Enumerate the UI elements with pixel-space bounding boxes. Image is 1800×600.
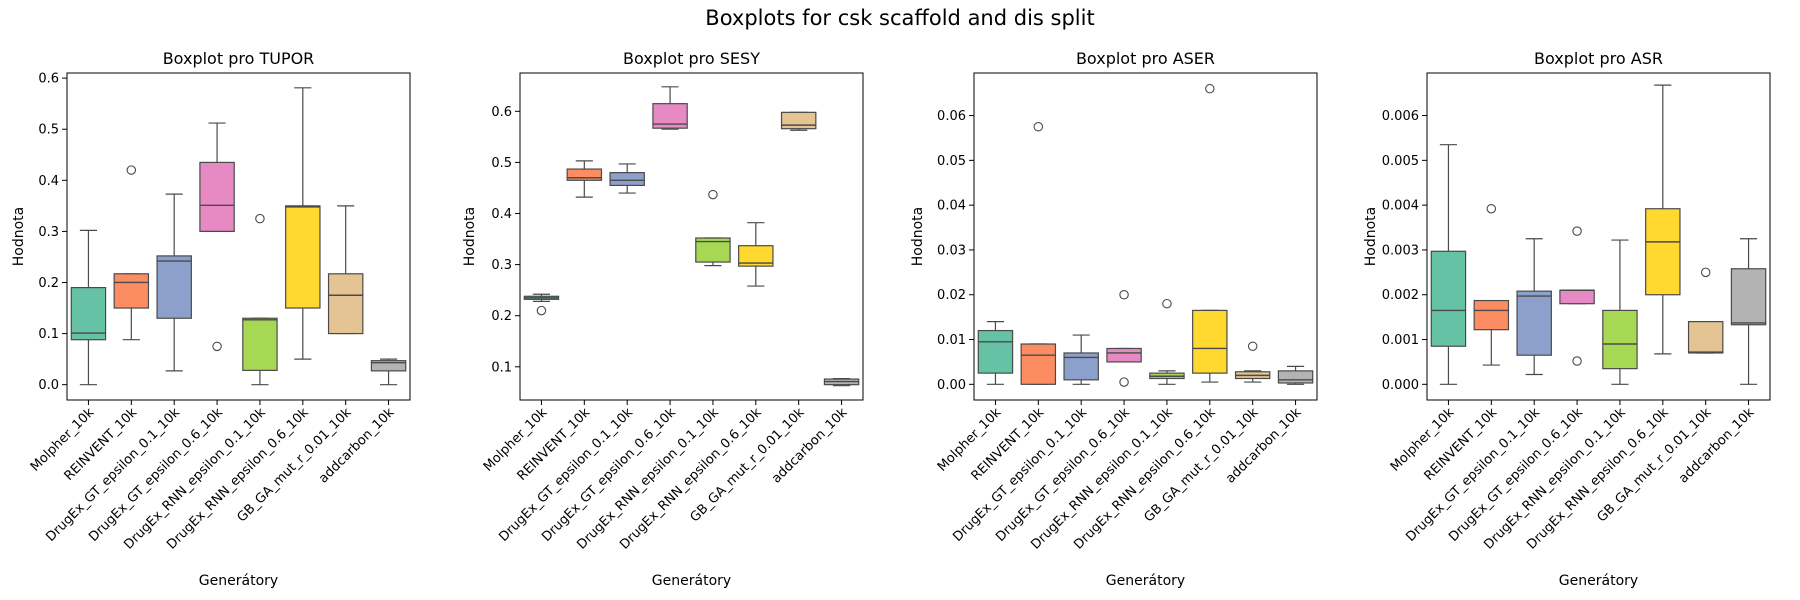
outlier-point xyxy=(212,341,222,352)
y-tick-label: 0.006 xyxy=(1382,109,1419,124)
x-tick-label: addcarbon_10k xyxy=(1223,405,1305,487)
box-GB_GA_mut_r_0.01_10k xyxy=(1687,321,1724,354)
chart-title: Boxplot pro TUPOR xyxy=(163,49,315,68)
outlier-point xyxy=(1700,267,1711,278)
y-tick-label: 0.03 xyxy=(937,243,966,258)
y-tick-label: 0.01 xyxy=(937,333,966,348)
box-DrugEx_GT_epsilon_0.1_10k xyxy=(156,255,192,319)
x-axis-label: Generátory xyxy=(652,573,731,589)
box-Molpher_10k xyxy=(70,286,107,341)
x-tick-label: REINVENT_10k xyxy=(62,405,141,484)
outlier-point xyxy=(1486,203,1497,214)
box-DrugEx_RNN_epsilon_0.1_10k xyxy=(242,317,278,371)
box-addcarbon_10k xyxy=(1730,268,1767,326)
y-tick-label: 0.002 xyxy=(1382,288,1419,303)
box-Molpher_10k xyxy=(1430,250,1467,347)
outlier-point xyxy=(536,305,547,316)
x-tick-label: REINVENT_10k xyxy=(1422,405,1501,484)
x-tick-label: REINVENT_10k xyxy=(515,405,594,484)
axes-frame xyxy=(973,72,1318,401)
box-addcarbon_10k xyxy=(1277,370,1314,384)
box-REINVENT_10k xyxy=(1020,343,1057,385)
y-tick-label: 0.2 xyxy=(491,309,512,324)
outlier-point xyxy=(1247,341,1258,351)
outlier-point xyxy=(1033,122,1044,132)
box-REINVENT_10k xyxy=(113,273,150,309)
y-axis-label: Hodnota xyxy=(11,207,27,267)
y-tick-label: 0.0 xyxy=(38,378,59,393)
y-tick-label: 0.005 xyxy=(1382,154,1419,169)
outlier-point xyxy=(126,165,137,175)
axes-frame xyxy=(66,72,411,401)
y-tick-label: 0.3 xyxy=(491,258,512,273)
y-tick-label: 0.02 xyxy=(937,288,966,303)
x-tick-label: addcarbon_10k xyxy=(1676,405,1758,487)
box-GB_GA_mut_r_0.01_10k xyxy=(780,111,817,130)
outlier-point xyxy=(1119,377,1129,387)
box-DrugEx_RNN_epsilon_0.6_10k xyxy=(1645,208,1681,296)
outlier-point xyxy=(1205,83,1215,94)
axes-frame xyxy=(519,72,864,401)
x-axis-label: Generátory xyxy=(199,573,278,589)
y-tick-label: 0.05 xyxy=(937,154,966,169)
x-tick-label: REINVENT_10k xyxy=(969,405,1048,484)
box-Molpher_10k xyxy=(977,329,1014,374)
y-tick-label: 0.5 xyxy=(38,123,59,138)
chart-title: Boxplot pro ASR xyxy=(1534,49,1663,68)
outlier-point xyxy=(708,189,718,200)
box-DrugEx_GT_epsilon_0.1_10k xyxy=(1516,290,1552,356)
box-addcarbon_10k xyxy=(370,360,407,372)
x-axis-label: Generátory xyxy=(1559,573,1638,589)
chart-title: Boxplot pro ASER xyxy=(1076,49,1215,68)
box-DrugEx_RNN_epsilon_0.6_10k xyxy=(738,245,774,267)
y-tick-label: 0.5 xyxy=(491,156,512,171)
y-tick-label: 0.3 xyxy=(38,225,59,240)
y-axis-label: Hodnota xyxy=(1363,207,1379,267)
y-axis-label: Hodnota xyxy=(462,207,478,267)
y-tick-label: 0.1 xyxy=(491,360,512,375)
y-axis-label: Hodnota xyxy=(910,207,926,267)
box-DrugEx_RNN_epsilon_0.6_10k xyxy=(1192,309,1228,374)
y-tick-label: 0.000 xyxy=(1382,378,1419,393)
y-tick-label: 0.4 xyxy=(38,174,59,189)
outlier-point xyxy=(1572,356,1582,366)
y-tick-label: 0.4 xyxy=(491,207,512,222)
box-DrugEx_GT_epsilon_0.6_10k xyxy=(1559,289,1595,305)
outlier-point xyxy=(1119,289,1129,300)
y-tick-label: 0.6 xyxy=(38,72,59,87)
figure-title: Boxplots for csk scaffold and dis split xyxy=(705,6,1095,30)
y-tick-label: 0.004 xyxy=(1382,199,1419,214)
box-DrugEx_RNN_epsilon_0.1_10k xyxy=(1602,309,1638,370)
box-DrugEx_RNN_epsilon_0.6_10k xyxy=(285,205,321,309)
outlier-point xyxy=(1572,226,1582,236)
y-tick-label: 0.04 xyxy=(937,199,966,214)
x-tick-label: addcarbon_10k xyxy=(769,405,851,487)
y-tick-label: 0.2 xyxy=(38,276,59,291)
y-tick-label: 0.1 xyxy=(38,327,59,342)
axes-frame xyxy=(1426,72,1771,401)
box-GB_GA_mut_r_0.01_10k xyxy=(327,273,364,335)
box-REINVENT_10k xyxy=(566,168,603,181)
outlier-point xyxy=(255,213,265,224)
y-tick-label: 0.06 xyxy=(937,109,966,124)
x-tick-label: addcarbon_10k xyxy=(316,405,398,487)
box-DrugEx_GT_epsilon_0.6_10k xyxy=(1106,347,1142,363)
x-axis-label: Generátory xyxy=(1106,573,1185,589)
y-tick-label: 0.001 xyxy=(1382,333,1419,348)
y-tick-label: 0.00 xyxy=(937,378,966,393)
box-REINVENT_10k xyxy=(1473,299,1510,331)
box-DrugEx_GT_epsilon_0.6_10k xyxy=(199,161,235,232)
y-tick-label: 0.6 xyxy=(491,105,512,120)
chart-title: Boxplot pro SESY xyxy=(623,49,760,68)
y-tick-label: 0.003 xyxy=(1382,243,1419,258)
outlier-point xyxy=(1162,298,1172,309)
box-DrugEx_GT_epsilon_0.1_10k xyxy=(609,172,645,187)
